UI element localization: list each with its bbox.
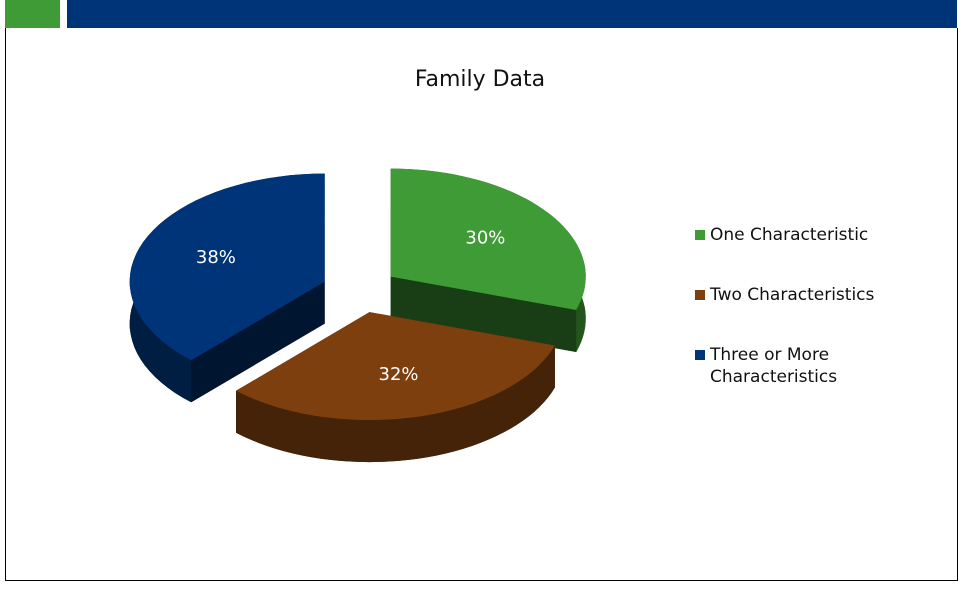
- legend-item: One Characteristic: [695, 224, 895, 284]
- data-label: 38%: [196, 247, 236, 268]
- pie-slice: [129, 173, 325, 361]
- chart-title: Family Data: [415, 67, 545, 92]
- pie-slice: [236, 312, 555, 421]
- pie: 30% 38% 32%: [129, 168, 586, 463]
- legend-swatch: [695, 230, 705, 240]
- legend-item: Three or More Characteristics: [695, 344, 895, 404]
- legend-item: Two Characteristics: [695, 284, 895, 344]
- slice-side: [390, 276, 577, 352]
- legend-label: One Characteristic: [710, 225, 869, 245]
- slice-side: [191, 281, 325, 403]
- legend-swatch: [695, 350, 705, 360]
- header-bar: [67, 0, 957, 28]
- legend-label: Three or More Characteristics: [710, 345, 838, 387]
- legend-label: Two Characteristics: [710, 285, 875, 305]
- data-label: 32%: [379, 364, 419, 385]
- legend: One Characteristic Two Characteristics Thr…: [695, 224, 895, 404]
- pie-slice: [390, 168, 586, 310]
- legend-swatch: [695, 290, 705, 300]
- slice-side: [236, 345, 555, 463]
- data-label: 30%: [465, 228, 505, 249]
- header-accent: [5, 0, 60, 28]
